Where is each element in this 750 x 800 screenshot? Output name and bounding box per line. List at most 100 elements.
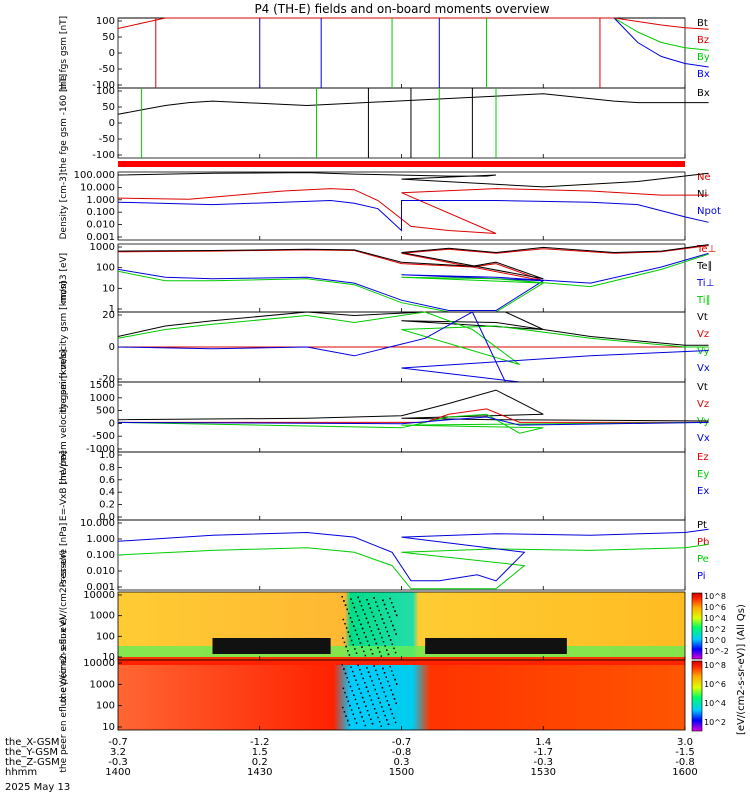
heatmap-speckle xyxy=(342,637,344,639)
y-tick-label: 10 xyxy=(102,652,115,663)
y-tick-label: 0.8 xyxy=(99,462,115,473)
y-tick-label: 0.4 xyxy=(99,487,115,498)
heatmap-speckle xyxy=(364,613,366,615)
heatmap-speckle xyxy=(353,625,355,627)
y-tick-label: 1500 xyxy=(90,380,115,391)
heatmap-speckle xyxy=(362,609,364,611)
legend-Vy: Vy xyxy=(697,346,710,357)
y-axis-label: E=-VxB [mV/m] xyxy=(59,451,69,521)
heatmap-speckle xyxy=(388,616,391,618)
legend-By: By xyxy=(697,52,710,63)
heatmap-speckle xyxy=(342,706,344,709)
orbit-value: 1400 xyxy=(105,767,130,778)
orbit-value: -1.5 xyxy=(675,747,695,758)
heatmap-speckle xyxy=(382,641,385,643)
colorbar-tick: 10^2 xyxy=(704,718,726,727)
heatmap-speckle xyxy=(389,665,391,668)
heatmap-speckle xyxy=(352,644,354,646)
heatmap-speckle xyxy=(395,633,397,635)
orbit-value: 0.2 xyxy=(252,757,268,768)
y-tick-label: 0.010 xyxy=(86,566,115,577)
orbit-value: -0.8 xyxy=(675,757,695,768)
heatmap-speckle xyxy=(375,642,378,645)
heatmap-speckle xyxy=(379,701,381,704)
heatmap-speckle xyxy=(343,711,346,713)
legend-Pb: Pb xyxy=(697,537,709,548)
heatmap-speckle xyxy=(368,644,370,647)
heatmap-speckle xyxy=(378,609,380,612)
heatmap-speckle xyxy=(370,648,372,651)
legend-Bt: Bt xyxy=(697,18,708,29)
heatmap-speckle xyxy=(345,645,347,648)
heatmap-speckle xyxy=(364,724,367,727)
legend-Npot: Npot xyxy=(697,206,721,217)
heatmap-speckle xyxy=(350,639,353,642)
series-Pi xyxy=(117,528,709,582)
legend-Vt: Vt xyxy=(697,312,708,323)
y-tick-label: -1000 xyxy=(86,444,115,455)
heatmap-speckle xyxy=(390,620,392,623)
legend-Vz: Vz xyxy=(697,399,709,410)
panel-9: 10000 1000 100 10 the peer en eflux eV/(cm2-… xyxy=(59,617,686,773)
orbit-value: 1430 xyxy=(247,767,272,778)
heatmap-speckle xyxy=(376,673,379,676)
y-tick-label: 0.010 xyxy=(86,220,115,231)
series-Bx xyxy=(613,17,709,68)
legend-Te∥: Te∥ xyxy=(696,261,713,272)
heatmap-speckle xyxy=(365,686,368,688)
heatmap-speckle xyxy=(374,688,376,691)
y-tick-label: 10000 xyxy=(83,590,115,601)
heatmap-speckle xyxy=(342,618,345,621)
heatmap-speckle xyxy=(386,649,388,651)
heatmap-speckle xyxy=(360,673,363,675)
orbit-value: 3.0 xyxy=(677,737,693,748)
y-tick-label: 0 xyxy=(109,342,115,353)
heatmap-speckle xyxy=(367,621,369,624)
heatmap-speckle xyxy=(391,643,394,645)
heatmap-speckle xyxy=(388,704,390,706)
y-tick-label: 1000 xyxy=(90,679,115,690)
heatmap-speckle xyxy=(381,636,383,639)
heatmap-speckle xyxy=(353,606,356,609)
heatmap-speckle xyxy=(357,664,359,667)
heatmap-speckle xyxy=(366,667,368,669)
heatmap-speckle xyxy=(343,668,345,670)
heatmap-speckle xyxy=(347,631,350,633)
heatmap-speckle xyxy=(379,632,381,635)
legend-Vx: Vx xyxy=(697,433,710,444)
heatmap-speckle xyxy=(356,703,358,705)
heatmap-speckle xyxy=(382,710,385,712)
heatmap-electron xyxy=(118,660,685,730)
heatmap-speckle xyxy=(387,653,390,656)
heatmap-speckle xyxy=(350,666,352,668)
series-Te∥ xyxy=(117,244,709,280)
y-tick-label: 0 xyxy=(109,48,115,59)
heatmap-speckle xyxy=(361,696,364,699)
heatmap-speckle xyxy=(347,700,350,703)
legend-Ti∥: Ti∥ xyxy=(696,295,711,306)
heatmap-speckle xyxy=(356,683,359,686)
heatmap-speckle xyxy=(384,626,387,629)
heatmap-speckle xyxy=(363,632,365,634)
heatmap-speckle xyxy=(382,667,384,670)
colorbar-electron xyxy=(691,660,703,732)
orbit-row-name: the_Z-GSM xyxy=(5,757,60,768)
heatmap-speckle xyxy=(362,720,365,722)
panel-frame xyxy=(117,451,686,521)
heatmap-speckle xyxy=(372,615,375,618)
heatmap-speckle xyxy=(373,638,376,641)
heatmap-speckle xyxy=(377,628,380,630)
heatmap-speckle xyxy=(356,615,359,617)
heatmap-speckle xyxy=(350,598,352,600)
legend-Vt: Vt xyxy=(697,382,708,393)
series-Vy xyxy=(117,311,709,365)
orbit-value: -0.8 xyxy=(392,747,412,758)
series-Ti⊥ xyxy=(117,252,709,311)
heatmap-speckle xyxy=(343,641,346,644)
series-Bz xyxy=(117,17,709,30)
orbit-value: -0.3 xyxy=(533,757,553,768)
heatmap-speckle xyxy=(346,677,348,679)
orbit-value: 1.5 xyxy=(252,747,268,758)
heatmap-speckle xyxy=(376,605,379,608)
